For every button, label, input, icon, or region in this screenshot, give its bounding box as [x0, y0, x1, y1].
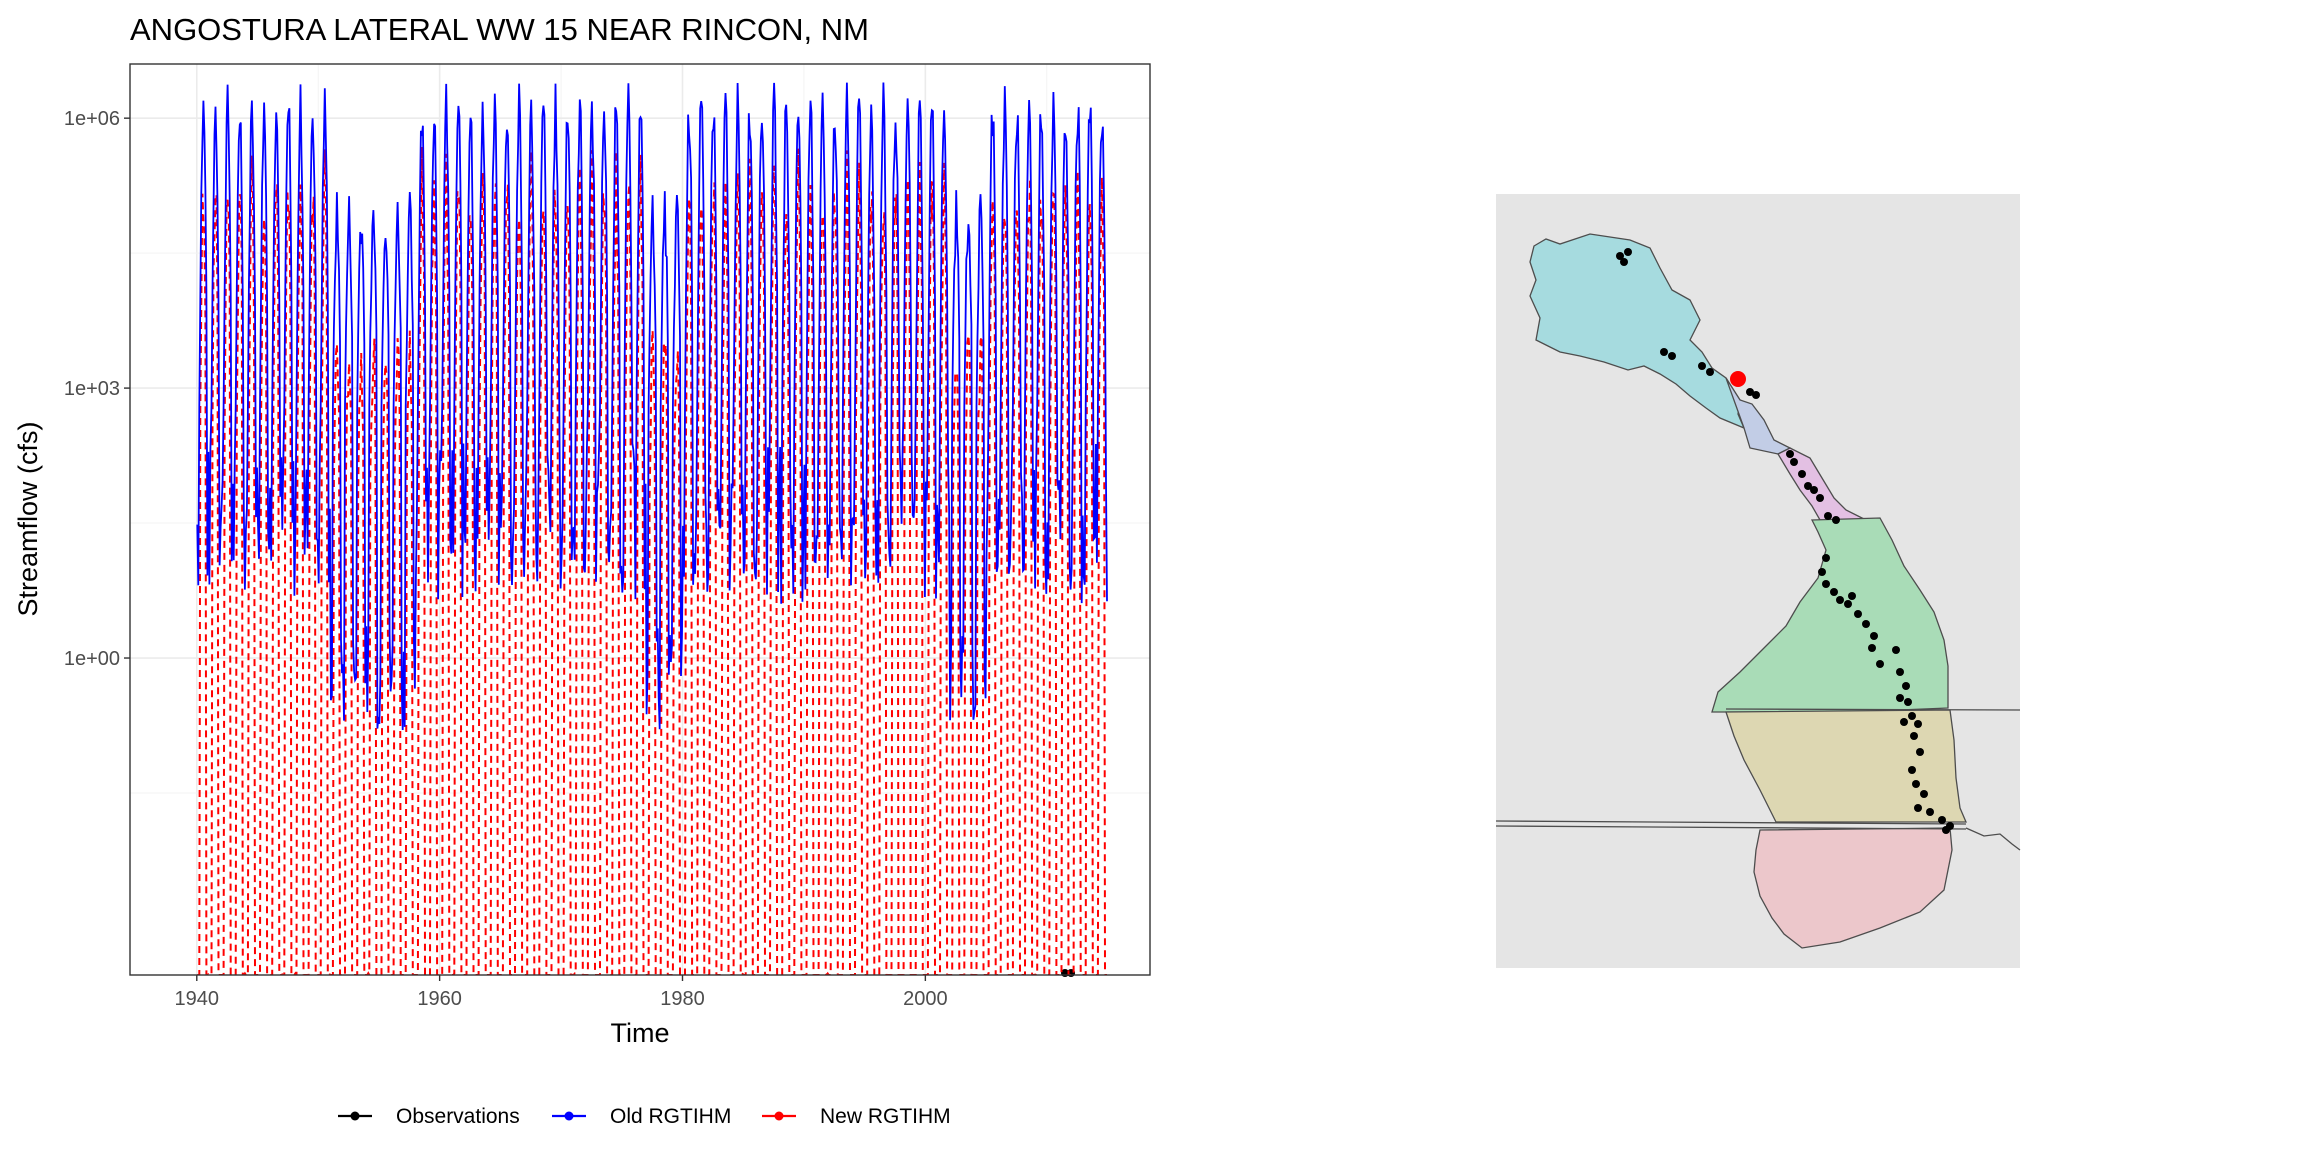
observation-sites	[1616, 248, 1954, 834]
observation-site-dot	[1824, 512, 1832, 520]
observation-site-dot	[1920, 790, 1928, 798]
observation-site-dot	[1620, 258, 1628, 266]
observation-site-dot	[1896, 668, 1904, 676]
observation-site-dot	[1746, 388, 1754, 396]
map-zone-1	[1529, 233, 1746, 430]
plot-border	[129, 63, 1151, 976]
y-tick-label: 1e+06	[64, 108, 120, 130]
observation-site-dot	[1900, 718, 1908, 726]
map-river-tail	[1965, 827, 2021, 851]
legend-key-point	[774, 1111, 784, 1121]
observation-site-dot	[1822, 554, 1830, 562]
observation-site-dot	[1904, 698, 1912, 706]
new-rgtihm-line	[197, 146, 1107, 975]
plot-panel	[129, 63, 1151, 977]
map-boundary-line-3	[1495, 825, 1967, 830]
observation-site-dot	[1870, 632, 1878, 640]
observation-site-dot	[1810, 486, 1818, 494]
observation-site-dot	[1912, 780, 1920, 788]
observation-site-dot	[1910, 732, 1918, 740]
observation-site-dot	[1804, 482, 1812, 490]
observation-site-dot	[1752, 391, 1760, 399]
observation-site-dot	[1616, 252, 1624, 260]
y-axis-title: Streamflow (cfs)	[13, 421, 43, 616]
map-zone-5	[1725, 709, 1967, 823]
observation-site-dot	[1816, 494, 1824, 502]
observation-site-dot	[1868, 644, 1876, 652]
legend-label: Observations	[396, 1105, 520, 1128]
new-rgtihm-series	[197, 146, 1107, 975]
observation-site-dot	[1914, 804, 1922, 812]
x-tick-label: 2000	[903, 988, 948, 1010]
observation-site-dot	[1844, 600, 1852, 608]
legend-key-point	[350, 1111, 360, 1121]
observation-site-dot	[1896, 694, 1904, 702]
observation-site-dot	[1624, 248, 1632, 256]
observation-site-dot	[1836, 596, 1844, 604]
observation-site-dot	[1854, 610, 1862, 618]
observation-site-dot	[1942, 826, 1950, 834]
x-axis-title: Time	[611, 1018, 670, 1048]
map-zone-6	[1753, 827, 1953, 949]
legend-label: New RGTIHM	[820, 1105, 951, 1128]
y-tick-label: 1e+00	[64, 648, 120, 670]
map-zone-2	[1725, 377, 1792, 455]
observation-site-dot	[1698, 362, 1706, 370]
x-axis-ticks: 1940 1960 1980 2000	[175, 975, 948, 1010]
observation-site-dot	[1914, 720, 1922, 728]
observation-site-dot	[1916, 748, 1924, 756]
observation-site-dot	[1862, 620, 1870, 628]
observation-site-dot	[1798, 470, 1806, 478]
y-axis-ticks: 1e+00 1e+03 1e+06	[64, 108, 130, 670]
observation-site-dot	[1908, 766, 1916, 774]
legend-label: Old RGTIHM	[610, 1105, 731, 1128]
observation-site-dot	[1926, 808, 1934, 816]
observation-site-dot	[1706, 368, 1714, 376]
observation-site-dot	[1830, 588, 1838, 596]
observation-site-dot	[1818, 568, 1826, 576]
legend-key-point	[564, 1111, 574, 1121]
observation-site-dot	[1668, 352, 1676, 360]
observation-site-dot	[1832, 516, 1840, 524]
selected-site-marker	[1730, 371, 1746, 387]
inset-map	[1495, 194, 2021, 968]
chart-title: ANGOSTURA LATERAL WW 15 NEAR RINCON, NM	[130, 12, 869, 47]
observation-site-dot	[1660, 348, 1668, 356]
observation-site-dot	[1822, 580, 1830, 588]
observation-site-dot	[1876, 660, 1884, 668]
x-tick-label: 1940	[175, 988, 220, 1010]
map-boundary-line-1	[1725, 708, 2021, 711]
observation-site-dot	[1892, 646, 1900, 654]
observation-site-dot	[1938, 816, 1946, 824]
x-tick-label: 1960	[417, 988, 462, 1010]
old-rgtihm-series	[196, 82, 1108, 731]
observation-site-dot	[1908, 712, 1916, 720]
observation-site-dot	[1848, 592, 1856, 600]
x-tick-label: 1980	[660, 988, 705, 1010]
old-rgtihm-line	[196, 82, 1108, 731]
observation-site-dot	[1902, 682, 1910, 690]
map-zone-3	[1777, 447, 1867, 521]
observation-site-dot	[1786, 450, 1794, 458]
observation-site-dot	[1790, 458, 1798, 466]
y-tick-label: 1e+03	[64, 378, 120, 400]
legend: Observations Old RGTIHM New RGTIHM	[338, 1105, 951, 1128]
map-boundary-line-2	[1495, 820, 1967, 825]
